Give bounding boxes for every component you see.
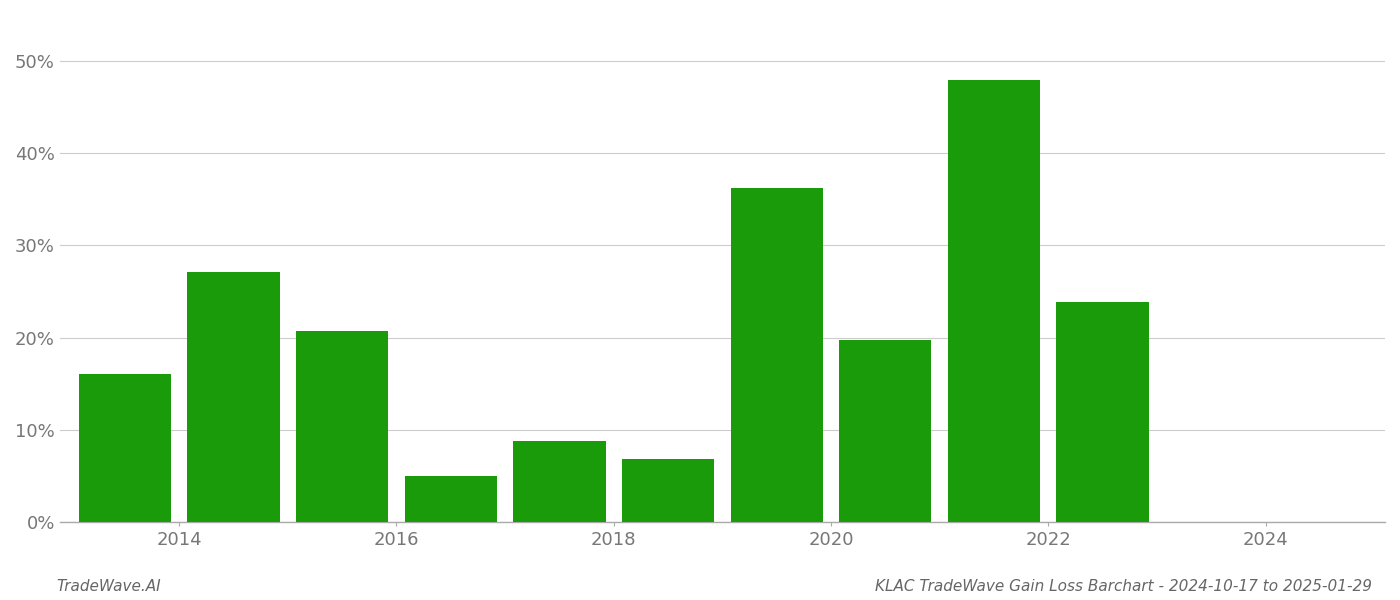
Bar (78, 374, 171, 522)
Text: KLAC TradeWave Gain Loss Barchart - 2024-10-17 to 2025-01-29: KLAC TradeWave Gain Loss Barchart - 2024… (875, 579, 1372, 594)
Bar (622, 459, 714, 522)
Bar (731, 188, 823, 522)
Bar (405, 476, 497, 522)
Bar (295, 331, 388, 522)
Text: TradeWave.AI: TradeWave.AI (56, 579, 161, 594)
Bar (948, 80, 1040, 522)
Bar (839, 340, 931, 522)
Bar (514, 441, 606, 522)
Bar (1057, 302, 1149, 522)
Bar (188, 272, 280, 522)
